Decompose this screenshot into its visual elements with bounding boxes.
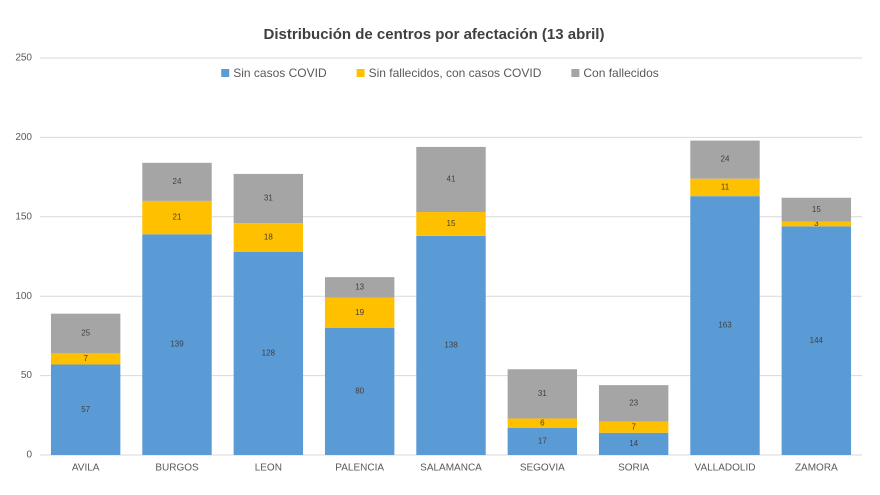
bar-segment [142, 234, 212, 455]
data-label: 17 [538, 437, 547, 446]
bar-segment [690, 140, 760, 179]
x-tick-label: SEGOVIA [520, 463, 565, 474]
bar-segment [50, 364, 121, 455]
data-label: 128 [262, 348, 276, 357]
bar-segment [50, 313, 121, 354]
data-label: 41 [447, 175, 456, 184]
data-label: 25 [81, 329, 90, 338]
chart-title: Distribución de centros por afectación (… [264, 26, 605, 43]
y-tick-label: 250 [15, 53, 32, 64]
data-label: 139 [170, 340, 184, 349]
legend-swatch [356, 69, 365, 77]
bar-segment [233, 223, 304, 252]
x-tick-label: BURGOS [155, 463, 199, 474]
bar-segment [507, 428, 578, 455]
x-tick-label: ZAMORA [795, 463, 838, 474]
bar-segment [50, 353, 121, 365]
data-label: 6 [540, 418, 545, 427]
legend-swatch [571, 69, 580, 77]
data-label: 15 [812, 205, 821, 214]
data-label: 3 [814, 219, 819, 228]
data-label: 13 [355, 283, 364, 292]
legend-label: Con fallecidos [583, 66, 658, 80]
data-label: 144 [810, 336, 824, 345]
data-label: 7 [631, 422, 636, 431]
bar-segment [598, 421, 669, 433]
data-label: 14 [629, 439, 638, 448]
bar-segment [233, 173, 304, 224]
data-label: 18 [264, 233, 273, 242]
bar-segment [507, 418, 578, 429]
bar-segment [416, 212, 486, 236]
data-label: 7 [83, 354, 88, 363]
bar-segment [781, 221, 852, 227]
legend-swatch [221, 69, 230, 77]
x-tick-label: SALAMANCA [420, 463, 482, 474]
bar-segment [598, 385, 669, 422]
y-tick-label: 50 [21, 370, 33, 381]
legend-label: Sin fallecidos, con casos COVID [369, 66, 542, 80]
data-label: 19 [355, 308, 364, 317]
y-tick-label: 150 [15, 211, 32, 222]
data-label: 23 [629, 398, 638, 407]
data-label: 31 [538, 389, 547, 398]
data-label: 24 [721, 155, 730, 164]
y-tick-label: 0 [26, 450, 32, 461]
bar-segment [324, 277, 395, 298]
bar-segment [690, 178, 760, 197]
legend-label: Sin casos COVID [233, 66, 327, 80]
data-label: 57 [81, 405, 90, 414]
bar-segment [233, 251, 304, 455]
data-label: 24 [173, 177, 182, 186]
y-tick-label: 200 [15, 132, 32, 143]
bar-segment [781, 226, 852, 455]
x-tick-label: PALENCIA [335, 463, 384, 474]
bar-segment [690, 196, 760, 455]
x-tick-label: VALLADOLID [695, 463, 756, 474]
bar-segment [324, 297, 395, 328]
y-tick-label: 100 [15, 291, 32, 302]
x-tick-label: AVILA [72, 463, 100, 474]
bar-segment [324, 327, 395, 455]
x-tick-label: SORIA [618, 463, 649, 474]
bar-segment [416, 146, 486, 213]
x-tick-label: LEON [255, 463, 282, 474]
bar-segment [416, 235, 486, 455]
bar-segment [507, 369, 578, 419]
data-label: 21 [173, 213, 182, 222]
data-label: 31 [264, 194, 273, 203]
data-label: 163 [718, 321, 732, 330]
data-label: 80 [355, 387, 364, 396]
bar-segment [598, 432, 669, 455]
bar-segment [781, 197, 852, 222]
data-label: 138 [444, 341, 458, 350]
bar-segment [142, 162, 212, 201]
bar-segment [142, 200, 212, 235]
data-label: 11 [721, 183, 730, 192]
data-label: 15 [447, 219, 456, 228]
